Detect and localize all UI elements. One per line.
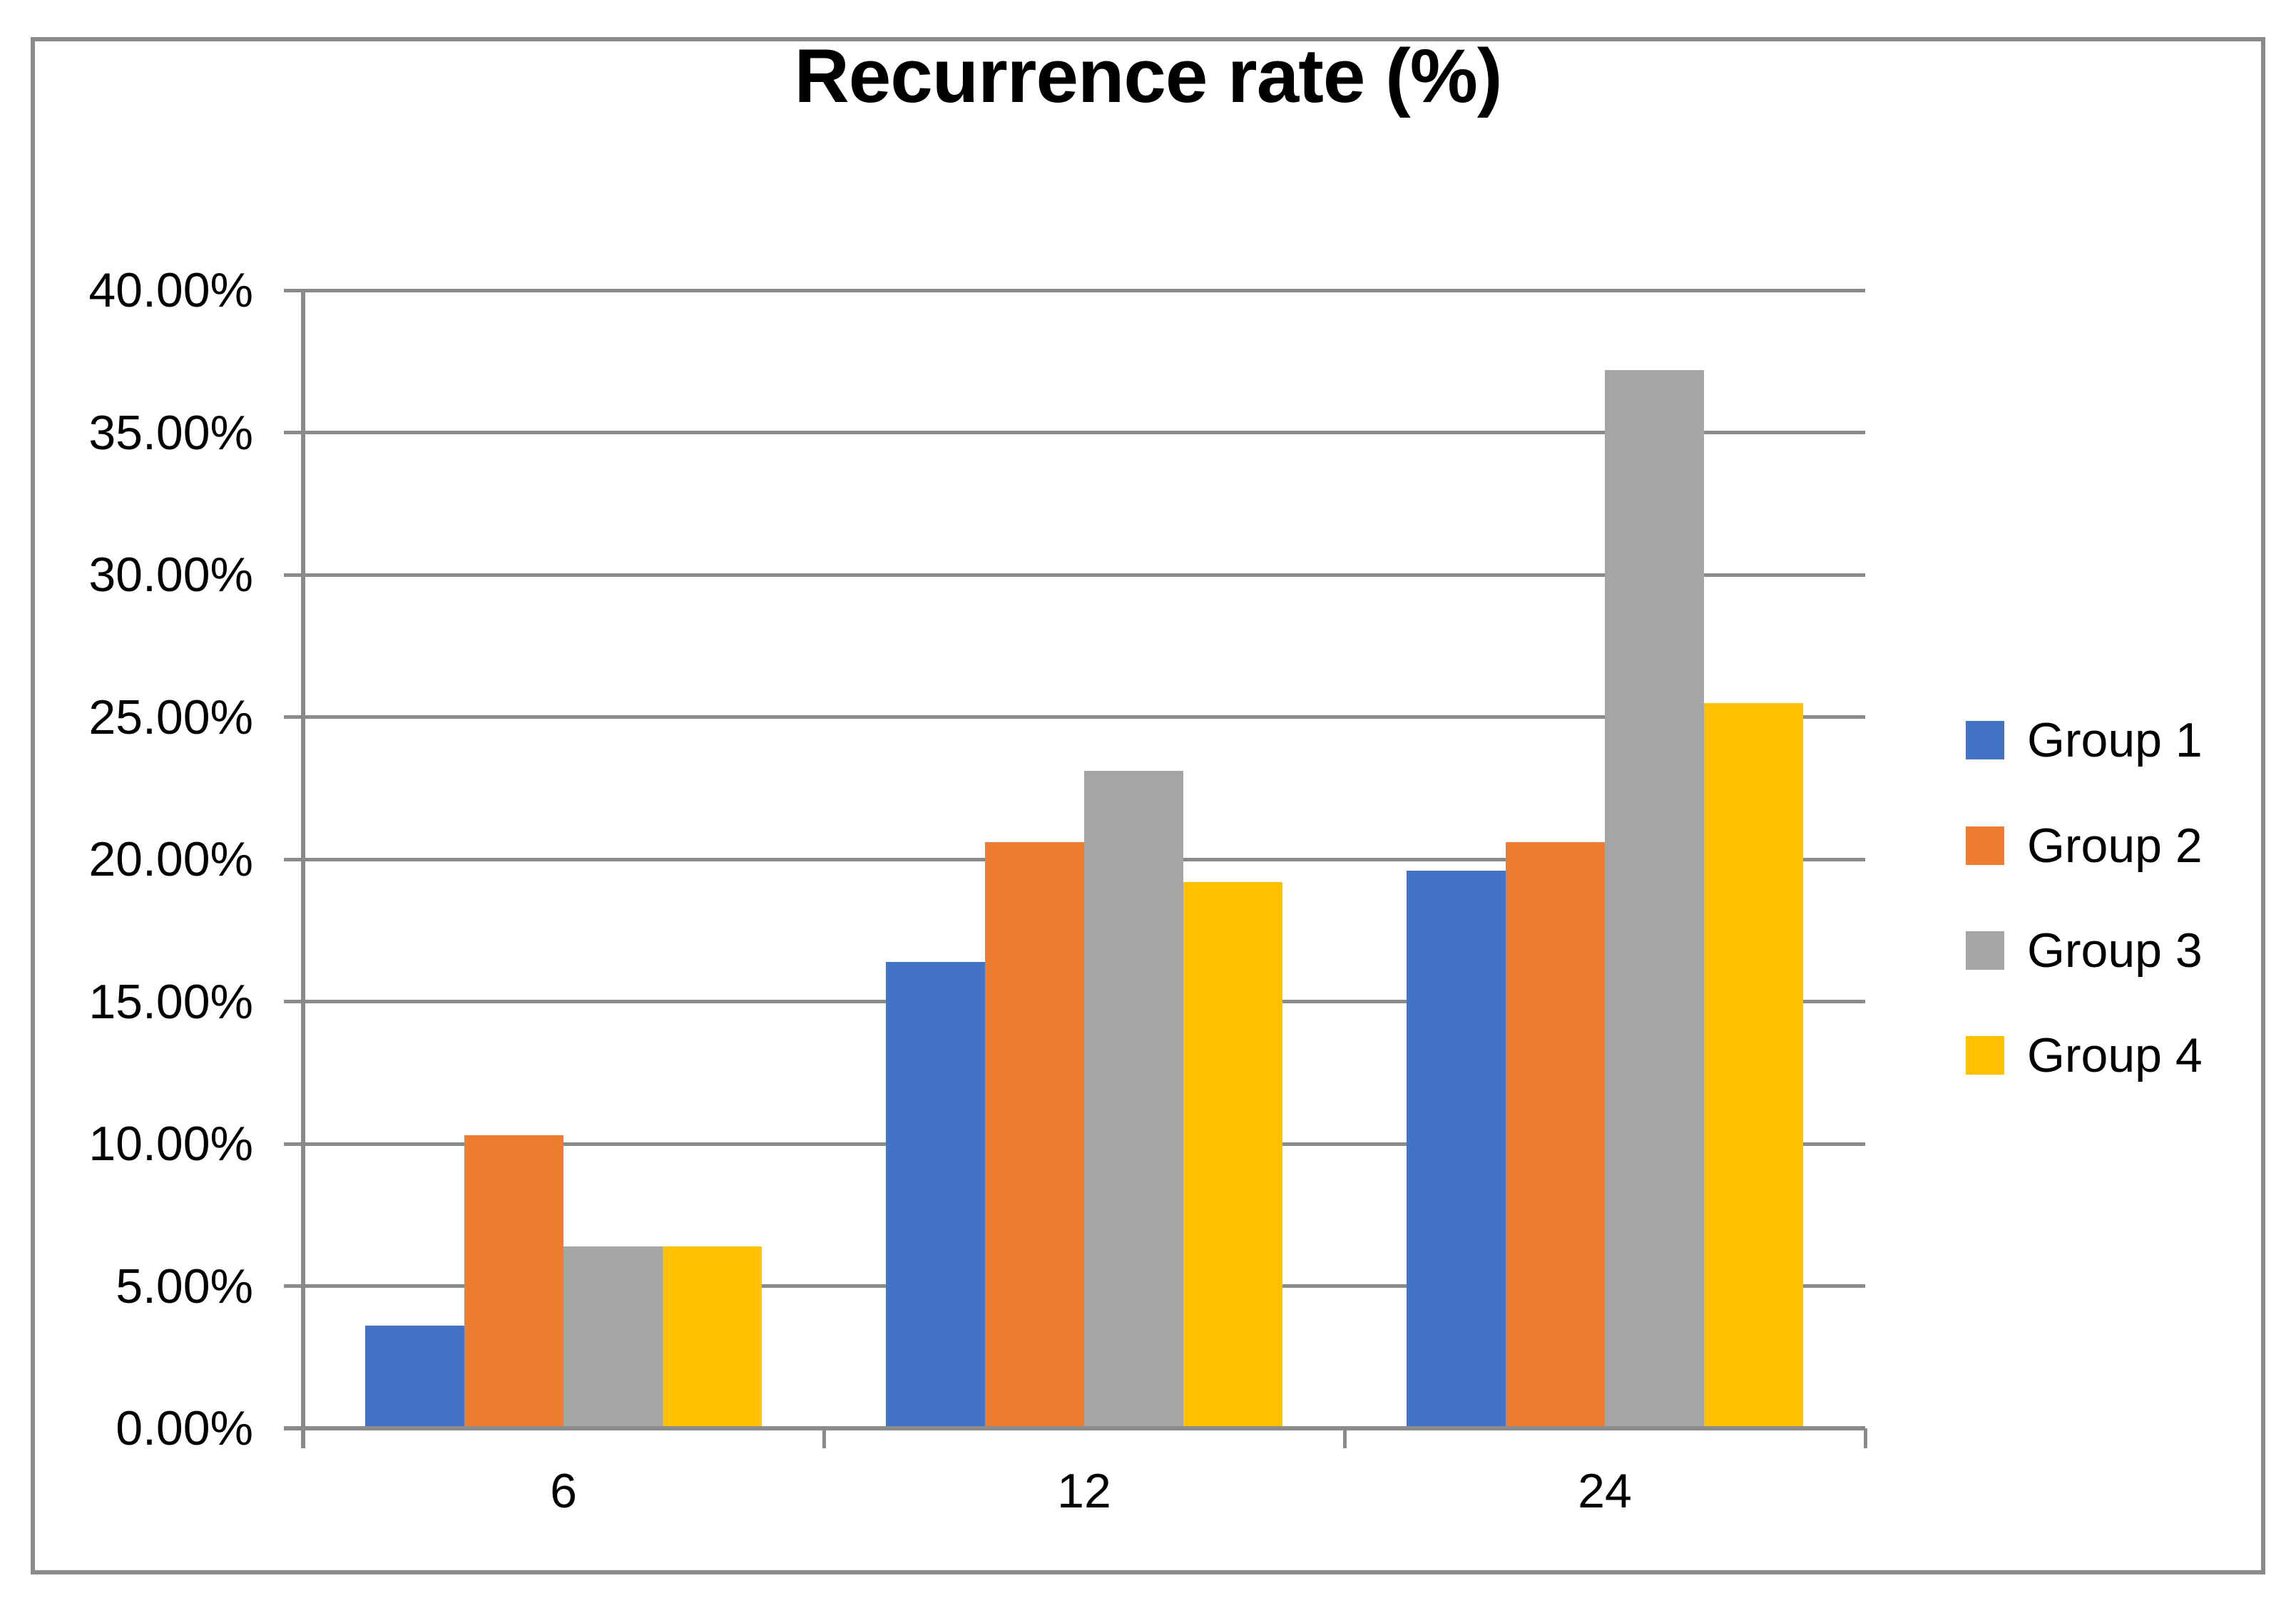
x-axis-tick	[1863, 1428, 1867, 1448]
gridline-35.00%	[284, 431, 1865, 434]
legend-swatch-group-1	[1966, 721, 2004, 759]
y-tick-label: 15.00%	[88, 974, 253, 1029]
y-tick-label: 0.00%	[116, 1401, 253, 1455]
legend-label: Group 2	[2027, 819, 2203, 873]
y-tick-label: 25.00%	[88, 690, 253, 744]
legend-label: Group 3	[2027, 923, 2203, 978]
bar-group-4-cat-12	[1183, 881, 1282, 1428]
legend-item-group-4: Group 4	[1966, 1028, 2265, 1082]
y-tick-label: 10.00%	[88, 1117, 253, 1171]
bar-group-3-cat-6	[563, 1246, 663, 1428]
chart-title: Recurrence rate (%)	[794, 33, 1503, 118]
bar-group-3-cat-12	[1084, 771, 1183, 1428]
bar-group-2-cat-6	[464, 1135, 563, 1428]
x-category-label: 12	[1057, 1464, 1111, 1518]
gridline-30.00%	[284, 573, 1865, 577]
x-category-label: 24	[1578, 1464, 1632, 1518]
x-axis-tick	[822, 1428, 826, 1448]
x-axis-tick	[1342, 1428, 1347, 1448]
bar-group-1-cat-12	[886, 961, 985, 1428]
bar-group-2-cat-24	[1506, 842, 1605, 1428]
legend-swatch-group-3	[1966, 931, 2004, 970]
bar-group-4-cat-24	[1704, 702, 1803, 1428]
legend-label: Group 4	[2027, 1028, 2203, 1082]
gridline-25.00%	[284, 715, 1865, 719]
x-axis-line	[284, 1426, 1865, 1430]
bar-group-1-cat-6	[365, 1326, 464, 1428]
legend-item-group-3: Group 3	[1966, 923, 2265, 978]
bar-group-1-cat-24	[1407, 870, 1506, 1428]
legend-swatch-group-4	[1966, 1036, 2004, 1075]
legend-item-group-1: Group 1	[1966, 713, 2265, 767]
chart-border	[31, 37, 2265, 1574]
legend-label: Group 1	[2027, 713, 2203, 767]
bar-group-3-cat-24	[1605, 369, 1704, 1428]
bar-group-2-cat-12	[985, 842, 1084, 1428]
gridline-40.00%	[284, 288, 1865, 292]
y-tick-label: 30.00%	[88, 548, 253, 602]
legend-item-group-2: Group 2	[1966, 819, 2265, 873]
y-tick-label: 5.00%	[116, 1259, 253, 1313]
bar-group-4-cat-6	[663, 1246, 762, 1428]
y-tick-label: 35.00%	[88, 405, 253, 460]
legend-swatch-group-2	[1966, 826, 2004, 865]
y-tick-label: 20.00%	[88, 832, 253, 886]
y-tick-label: 40.00%	[88, 263, 253, 317]
x-category-label: 6	[550, 1464, 577, 1518]
y-axis-line	[301, 290, 305, 1448]
